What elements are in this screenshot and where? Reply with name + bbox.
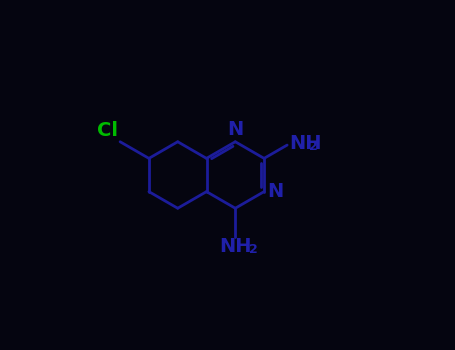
Text: NH: NH [219,237,252,256]
Text: 2: 2 [309,140,318,153]
Text: Cl: Cl [97,121,118,140]
Text: N: N [227,120,243,139]
Text: N: N [267,182,283,201]
Text: NH: NH [289,134,321,153]
Text: 2: 2 [249,243,258,256]
